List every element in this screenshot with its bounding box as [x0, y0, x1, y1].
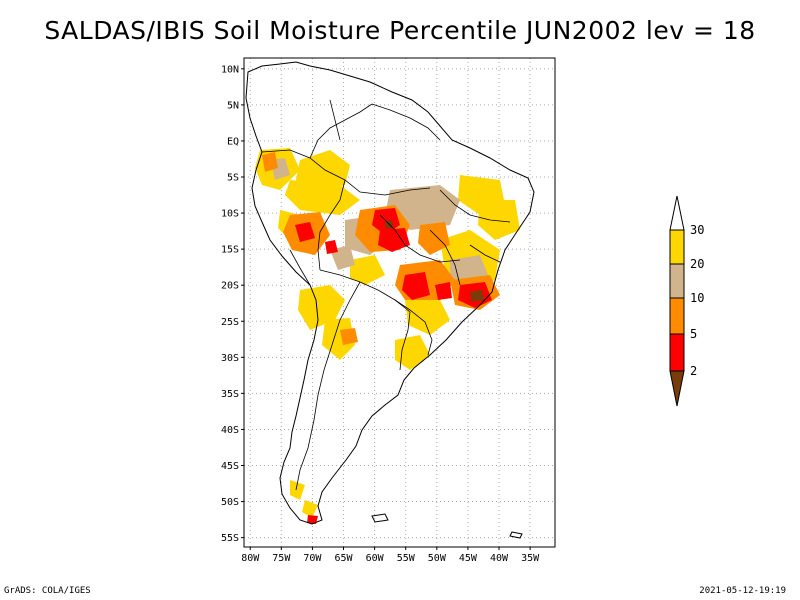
colorbar-label: 20 — [690, 257, 704, 271]
latitude-tick-label: 15S — [221, 245, 239, 256]
longitude-tick-label: 60W — [366, 553, 385, 564]
colorbar-segment-20-30 — [669, 229, 685, 265]
colorbar-label: 5 — [690, 327, 697, 341]
map-title: SALDAS/IBIS Soil Moisture Percentile JUN… — [44, 16, 756, 45]
longitude-labels: 80W 75W 70W 65W 60W 55W 50W 45W 40W 35W — [241, 547, 540, 564]
latitude-tick-label: 20S — [221, 281, 239, 292]
latitude-tick-label: 5N — [227, 100, 239, 111]
latitude-tick-label: 55S — [221, 533, 239, 544]
longitude-tick-label: 75W — [272, 553, 291, 564]
latitude-tick-label: 10S — [221, 209, 239, 220]
footer-credit: GrADS: COLA/IGES — [4, 586, 91, 596]
coastline — [245, 61, 535, 525]
colorbar-segment-10-20 — [669, 263, 685, 299]
colorbar-segment-5-10 — [669, 297, 685, 335]
latitude-tick-label: 40S — [221, 425, 239, 436]
latitude-labels: 10N 5N EQ 5S 10S 15S 20S 25S 30S 35S 40S 45S 50S 55S — [221, 64, 244, 544]
longitude-tick-label: 45W — [459, 553, 478, 564]
latitude-tick-label: 5S — [227, 173, 239, 184]
colorbar-bottom-arrow — [669, 370, 685, 407]
footer-timestamp: 2021-05-12-19:19 — [699, 586, 786, 596]
latitude-tick-label: 10N — [221, 64, 239, 75]
colorbar: 30 20 10 5 2 — [669, 195, 704, 407]
latitude-tick-label: 30S — [221, 353, 239, 364]
country-borders — [261, 99, 511, 491]
latitude-tick-label: 45S — [221, 461, 239, 472]
latitude-tick-label: 35S — [221, 389, 239, 400]
longitude-tick-label: 40W — [490, 553, 509, 564]
latitude-tick-label: 50S — [221, 497, 239, 508]
plot-frame — [243, 57, 556, 548]
latitude-tick-label: 25S — [221, 317, 239, 328]
longitude-tick-label: 50W — [428, 553, 447, 564]
latitude-tick-label: EQ — [227, 136, 239, 147]
longitude-tick-label: 70W — [303, 553, 322, 564]
longitude-tick-label: 35W — [521, 553, 540, 564]
longitude-tick-label: 65W — [334, 553, 353, 564]
colorbar-label: 30 — [690, 223, 704, 237]
colorbar-label: 10 — [690, 291, 704, 305]
colorbar-top-arrow — [669, 195, 685, 231]
colorbar-label: 2 — [690, 364, 697, 378]
longitude-tick-label: 55W — [397, 553, 416, 564]
islands — [371, 513, 523, 539]
moisture-fill — [255, 148, 520, 524]
plot-area — [244, 58, 555, 547]
longitude-tick-label: 80W — [241, 553, 260, 564]
colorbar-segment-2-5 — [669, 333, 685, 372]
